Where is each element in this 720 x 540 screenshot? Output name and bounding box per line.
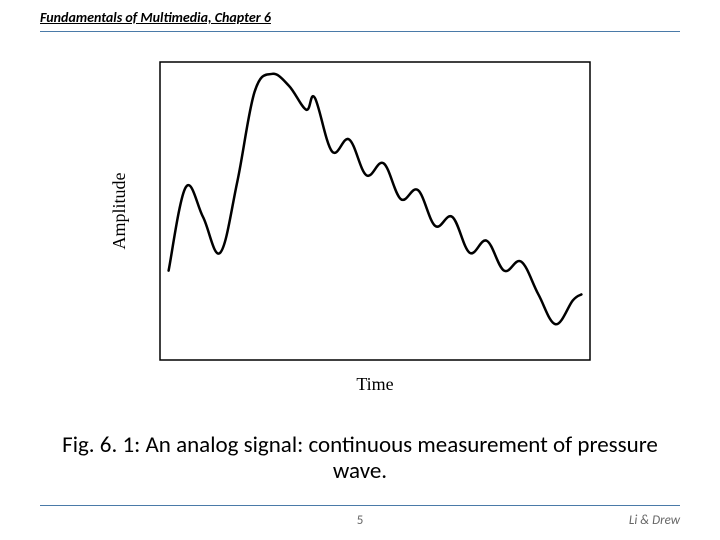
- slide-header: Fundamentals of Multimedia, Chapter 6: [40, 8, 680, 32]
- figure-area: Amplitude Time: [100, 50, 620, 410]
- page-number: 5: [0, 513, 720, 528]
- header-text: Fundamentals of Multimedia, Chapter 6: [40, 9, 271, 26]
- authors-credit: Li & Drew: [629, 513, 680, 528]
- figure-caption: Fig. 6. 1: An analog signal: continuous …: [40, 432, 680, 485]
- analog-signal-chart: Amplitude Time: [100, 50, 620, 410]
- footer-rule: [40, 505, 680, 506]
- svg-text:Amplitude: Amplitude: [109, 172, 129, 249]
- header-rule: [40, 31, 680, 32]
- svg-text:Time: Time: [356, 374, 393, 394]
